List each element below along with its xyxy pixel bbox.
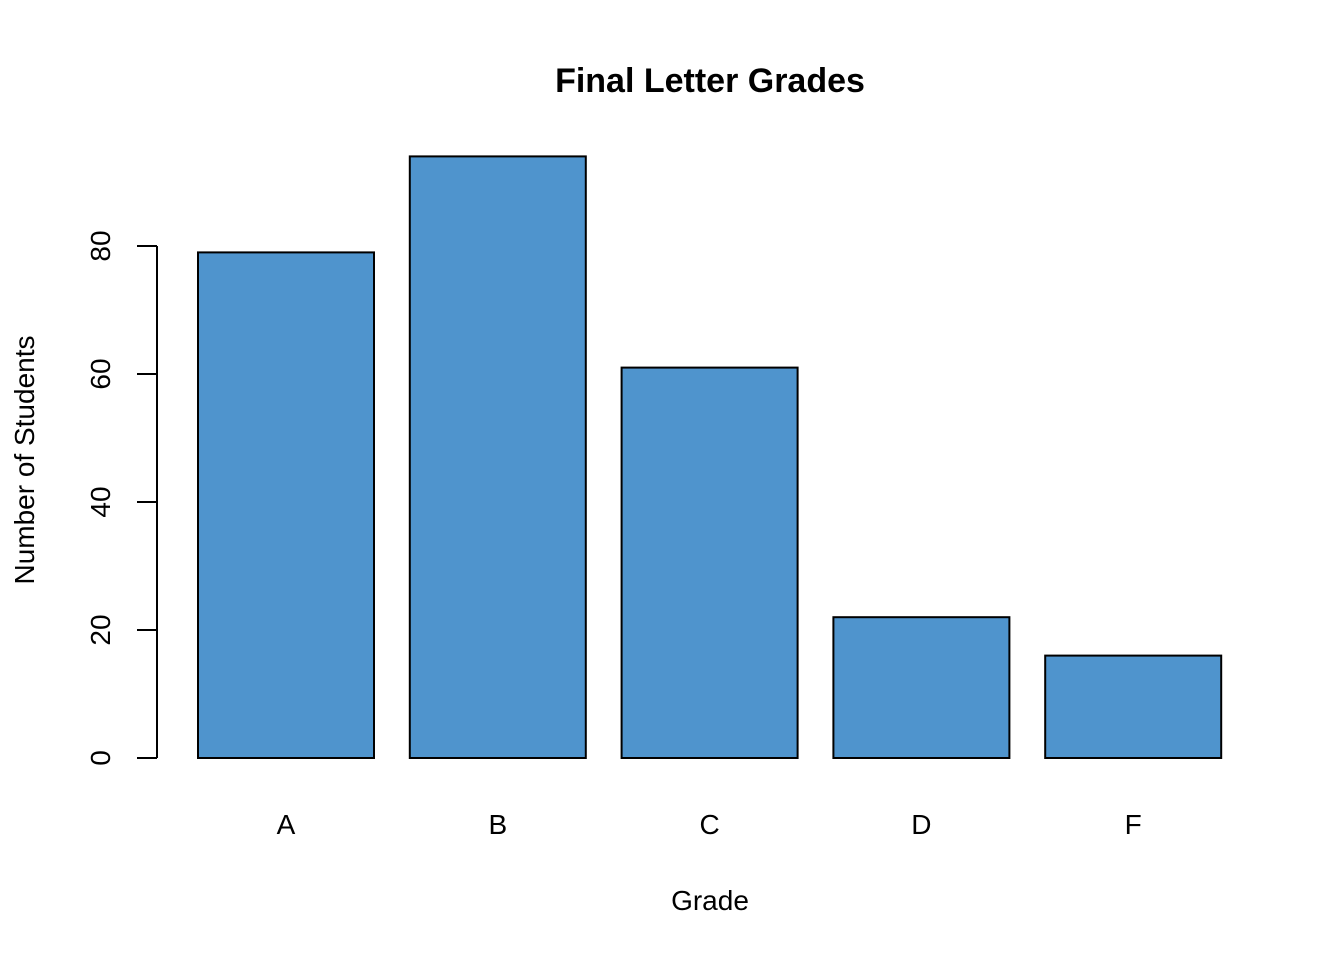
bar-c <box>620 366 799 759</box>
x-axis-label: Grade <box>671 885 749 916</box>
bar-b <box>408 155 587 759</box>
bar-d <box>832 616 1011 760</box>
y-tick-label-20: 20 <box>85 614 116 645</box>
y-tick-label-60: 60 <box>85 358 116 389</box>
y-tick-label-80: 80 <box>85 230 116 261</box>
bars-group <box>197 155 1223 760</box>
x-tick-label-b: B <box>488 809 507 840</box>
bar-a <box>197 251 375 759</box>
x-tick-label-d: D <box>911 809 931 840</box>
y-axis-label: Number of Students <box>9 335 40 584</box>
y-tick-label-0: 0 <box>85 750 116 766</box>
bar-f <box>1044 654 1223 759</box>
y-axis: 0 20 40 60 80 <box>85 230 158 766</box>
chart-title: Final Letter Grades <box>555 62 865 100</box>
y-tick-label-40: 40 <box>85 486 116 517</box>
x-tick-label-a: A <box>277 809 296 840</box>
x-tick-label-f: F <box>1125 809 1142 840</box>
x-tick-label-c: C <box>699 809 719 840</box>
